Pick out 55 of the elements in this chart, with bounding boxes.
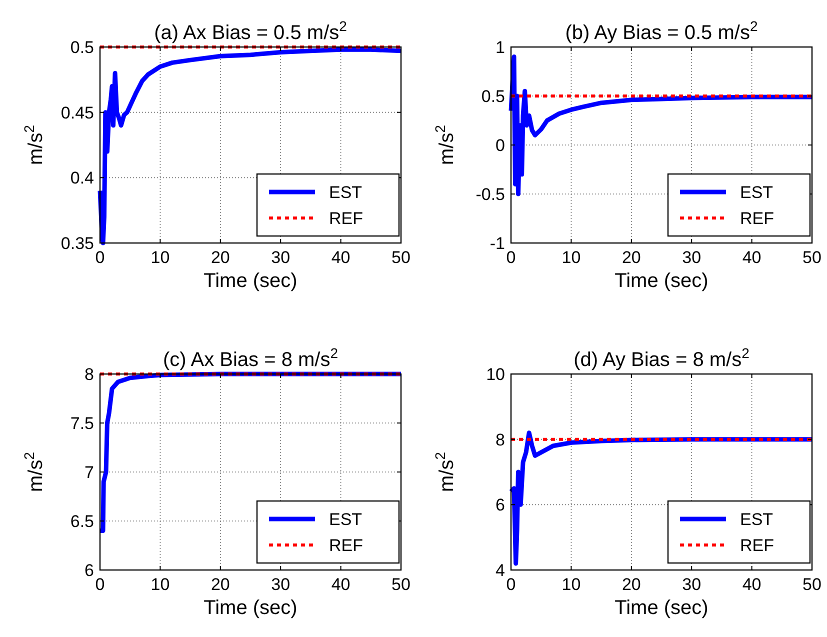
x-tick-label: 40 bbox=[742, 575, 762, 594]
x-tick-label: 30 bbox=[682, 248, 702, 267]
y-tick-label: -0.5 bbox=[476, 184, 505, 204]
y-tick-label: 6 bbox=[496, 496, 505, 515]
y-tick-label: 0.5 bbox=[70, 38, 94, 57]
y-tick-label: 7 bbox=[84, 462, 94, 482]
y-tick-label: 1 bbox=[496, 38, 505, 57]
y-tick-label: -1 bbox=[490, 234, 505, 253]
legend-label: REF bbox=[329, 208, 363, 228]
x-tick-label: 40 bbox=[331, 575, 350, 594]
chart-title: (a) Ax Bias = 0.5 m/s$^{2}$ bbox=[154, 18, 348, 44]
y-tick-label: 7.5 bbox=[70, 414, 94, 433]
legend-label: REF bbox=[329, 536, 363, 555]
chart-title: (d) Ay Bias = 8 m/s$^{2}$ bbox=[574, 345, 750, 371]
legend-label: EST bbox=[329, 182, 362, 202]
x-tick-label: 40 bbox=[331, 248, 350, 267]
x-axis-title: Time (sec) bbox=[204, 597, 298, 619]
legend-label: EST bbox=[329, 510, 362, 529]
legend-label: REF bbox=[740, 536, 774, 555]
y-tick-label: 0.4 bbox=[70, 168, 94, 188]
x-axis-title: Time (sec) bbox=[614, 270, 708, 292]
x-tick-label: 10 bbox=[562, 248, 581, 267]
x-tick-label: 40 bbox=[742, 248, 762, 267]
y-tick-label: 4 bbox=[496, 560, 505, 580]
x-tick-label: 10 bbox=[562, 575, 581, 594]
x-tick-label: 30 bbox=[271, 248, 290, 267]
legend-label: EST bbox=[740, 182, 774, 202]
x-tick-label: 20 bbox=[622, 575, 641, 594]
y-tick-label: 0.5 bbox=[481, 86, 505, 106]
y-tick-label: 8 bbox=[84, 364, 94, 384]
chart-title: (b) Ay Bias = 0.5 m/s$^{2}$ bbox=[565, 18, 758, 44]
y-tick-label: 0.45 bbox=[60, 103, 94, 122]
x-axis-title: Time (sec) bbox=[614, 597, 708, 619]
line-series bbox=[98, 47, 404, 246]
x-tick-label: 10 bbox=[150, 248, 170, 267]
x-tick-label: 20 bbox=[210, 575, 230, 594]
legend-label: EST bbox=[740, 510, 774, 529]
chart-title: (c) Ax Bias = 8 m/s$^{2}$ bbox=[162, 345, 338, 371]
y-tick-label: 0 bbox=[496, 136, 505, 155]
x-tick-label: 50 bbox=[802, 575, 822, 594]
y-tick-label: 8 bbox=[496, 430, 505, 450]
x-tick-label: 20 bbox=[210, 248, 230, 267]
x-tick-label: 20 bbox=[622, 248, 641, 267]
x-tick-label: 50 bbox=[392, 248, 410, 267]
x-tick-label: 10 bbox=[150, 575, 170, 594]
x-axis-title: Time (sec) bbox=[204, 270, 298, 292]
x-tick-label: 50 bbox=[802, 248, 822, 267]
y-tick-label: 0.35 bbox=[60, 234, 94, 253]
y-tick-label: 6 bbox=[84, 560, 94, 580]
x-tick-label: 30 bbox=[682, 575, 702, 594]
y-tick-label: 10 bbox=[486, 364, 505, 384]
x-tick-label: 50 bbox=[392, 575, 410, 594]
legend-label: REF bbox=[740, 208, 774, 228]
y-tick-label: 6.5 bbox=[70, 512, 94, 531]
x-tick-label: 30 bbox=[271, 575, 290, 594]
